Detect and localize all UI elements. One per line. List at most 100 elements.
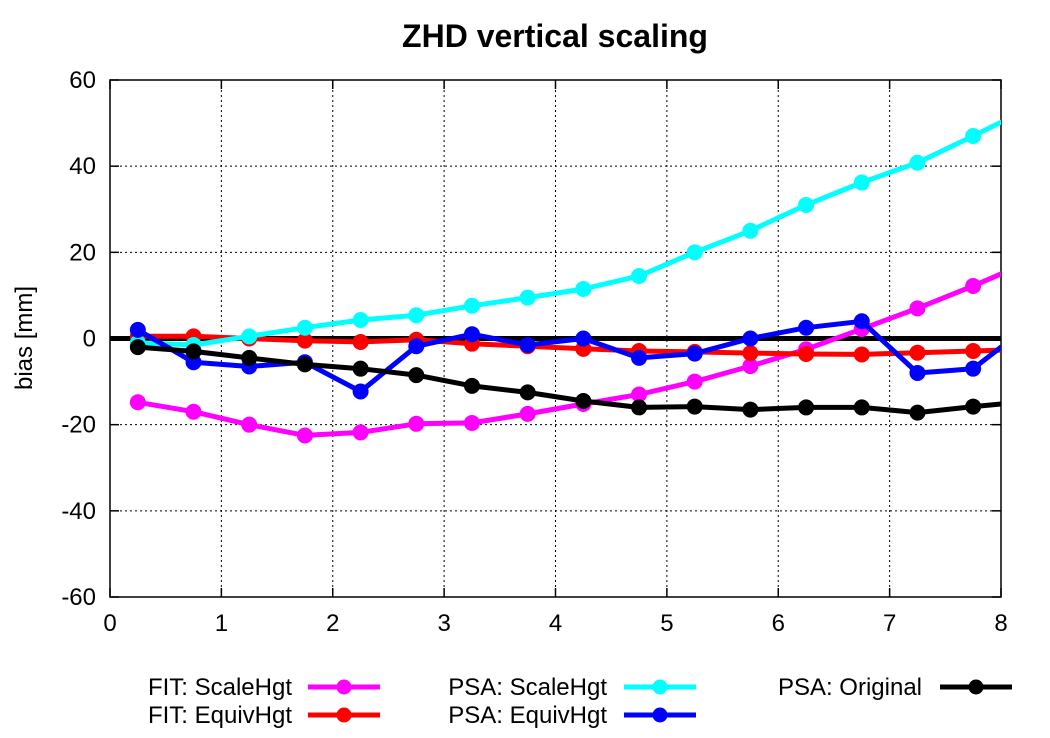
x-tick-label: 4	[549, 610, 562, 637]
data-point	[129, 321, 146, 338]
series-group	[129, 119, 1001, 444]
data-point	[352, 424, 369, 441]
data-point	[519, 405, 536, 422]
data-point	[686, 373, 703, 390]
data-point	[742, 222, 759, 239]
x-tick-label: 3	[437, 610, 450, 637]
data-point	[742, 345, 759, 362]
y-tick-label: 0	[83, 326, 96, 353]
data-point	[296, 427, 313, 444]
data-point	[909, 154, 926, 171]
chart-title: ZHD vertical scaling	[402, 18, 708, 54]
data-point	[742, 330, 759, 347]
data-point	[798, 346, 815, 363]
data-point	[352, 333, 369, 350]
data-point	[853, 346, 870, 363]
legend-label: PSA: EquivHgt	[448, 702, 607, 729]
data-point	[463, 414, 480, 431]
x-tick-label: 7	[883, 610, 896, 637]
data-point	[965, 128, 982, 145]
data-point	[575, 392, 592, 409]
data-point	[631, 399, 648, 416]
data-point	[965, 360, 982, 377]
data-point	[296, 319, 313, 336]
data-point	[631, 268, 648, 285]
legend-item-5: PSA: Original	[778, 674, 1012, 701]
data-point	[575, 280, 592, 297]
y-tick-label: -60	[61, 584, 96, 611]
data-point	[129, 394, 146, 411]
data-point	[519, 384, 536, 401]
x-tick-label: 8	[994, 610, 1007, 637]
data-point	[742, 401, 759, 418]
legend-swatch-marker	[652, 679, 668, 695]
data-point	[352, 311, 369, 328]
data-point	[965, 342, 982, 359]
legend-item-1: FIT: ScaleHgt	[148, 674, 380, 701]
data-point	[241, 416, 258, 433]
data-point	[965, 277, 982, 294]
data-point	[352, 360, 369, 377]
data-point	[631, 349, 648, 366]
data-point	[296, 356, 313, 373]
y-tick-label: 40	[69, 153, 96, 180]
series-3	[129, 119, 1001, 353]
data-point	[408, 367, 425, 384]
data-point	[408, 307, 425, 324]
data-point	[686, 244, 703, 261]
y-axis-label: bias [mm]	[11, 286, 38, 390]
legend-label: FIT: ScaleHgt	[148, 674, 292, 701]
data-point	[241, 328, 258, 345]
data-point	[909, 300, 926, 317]
y-tick-label: 20	[69, 239, 96, 266]
data-point	[129, 339, 146, 356]
data-point	[352, 383, 369, 400]
legend-label: PSA: ScaleHgt	[448, 674, 607, 701]
legend-swatch-marker	[336, 679, 352, 695]
data-point	[686, 345, 703, 362]
x-tick-label: 2	[326, 610, 339, 637]
data-point	[686, 398, 703, 415]
data-point	[909, 364, 926, 381]
data-point	[798, 399, 815, 416]
data-point	[185, 343, 202, 360]
data-point	[185, 403, 202, 420]
data-point	[853, 313, 870, 330]
data-point	[519, 336, 536, 353]
data-point	[408, 415, 425, 432]
data-point	[853, 399, 870, 416]
data-point	[408, 338, 425, 355]
data-point	[463, 297, 480, 314]
x-tick-label: 0	[103, 610, 116, 637]
data-point	[463, 326, 480, 343]
data-point	[575, 330, 592, 347]
data-point	[965, 398, 982, 415]
legend-item-2: FIT: EquivHgt	[148, 702, 380, 729]
series-5	[129, 339, 1001, 421]
y-tick-label: 60	[69, 67, 96, 94]
legend-item-4: PSA: EquivHgt	[448, 702, 696, 729]
legend-label: FIT: EquivHgt	[148, 702, 292, 729]
data-point	[241, 349, 258, 366]
legend-swatch-marker	[652, 707, 668, 723]
data-point	[853, 174, 870, 191]
y-tick-label: -40	[61, 498, 96, 525]
data-point	[798, 196, 815, 213]
series-line	[135, 344, 1001, 416]
legend-swatch-marker	[336, 707, 352, 723]
data-point	[519, 289, 536, 306]
legend-label: PSA: Original	[778, 674, 922, 701]
series-line	[135, 119, 1001, 348]
y-tick-label: -20	[61, 412, 96, 439]
data-point	[463, 377, 480, 394]
data-point	[909, 404, 926, 421]
legend-swatch-marker	[968, 679, 984, 695]
x-tick-label: 5	[660, 610, 673, 637]
data-point	[909, 344, 926, 361]
data-point	[798, 319, 815, 336]
x-tick-label: 6	[772, 610, 785, 637]
x-tick-label: 1	[215, 610, 228, 637]
